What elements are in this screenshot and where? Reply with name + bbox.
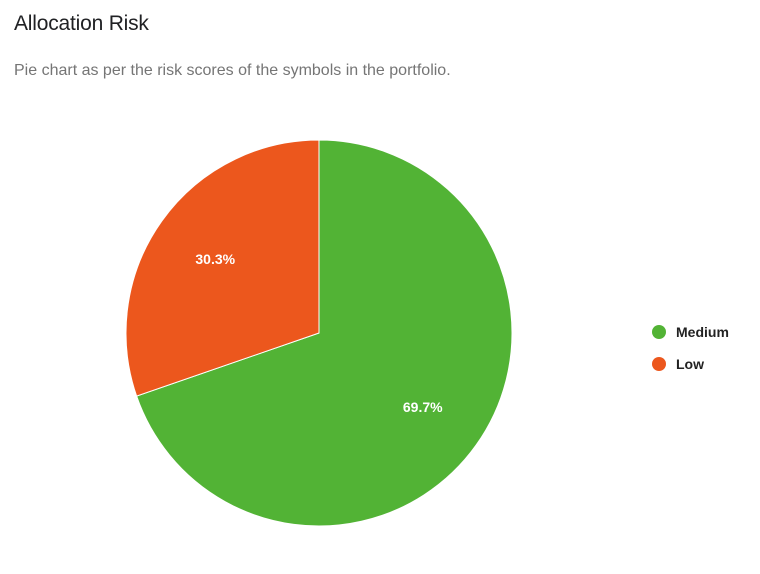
legend-item-medium[interactable]: Medium bbox=[652, 316, 729, 348]
legend-label-low: Low bbox=[676, 356, 704, 372]
slice-label-medium: 69.7% bbox=[403, 399, 443, 415]
chart-title: Allocation Risk bbox=[14, 12, 149, 35]
chart-legend: Medium Low bbox=[652, 316, 729, 380]
legend-swatch-medium bbox=[652, 325, 666, 339]
pie-slice-low[interactable] bbox=[125, 139, 320, 397]
pie-slice-medium[interactable] bbox=[135, 139, 513, 527]
slice-label-low: 30.3% bbox=[195, 251, 235, 267]
legend-label-medium: Medium bbox=[676, 324, 729, 340]
legend-swatch-low bbox=[652, 357, 666, 371]
legend-item-low[interactable]: Low bbox=[652, 348, 729, 380]
chart-subtitle: Pie chart as per the risk scores of the … bbox=[14, 62, 451, 79]
